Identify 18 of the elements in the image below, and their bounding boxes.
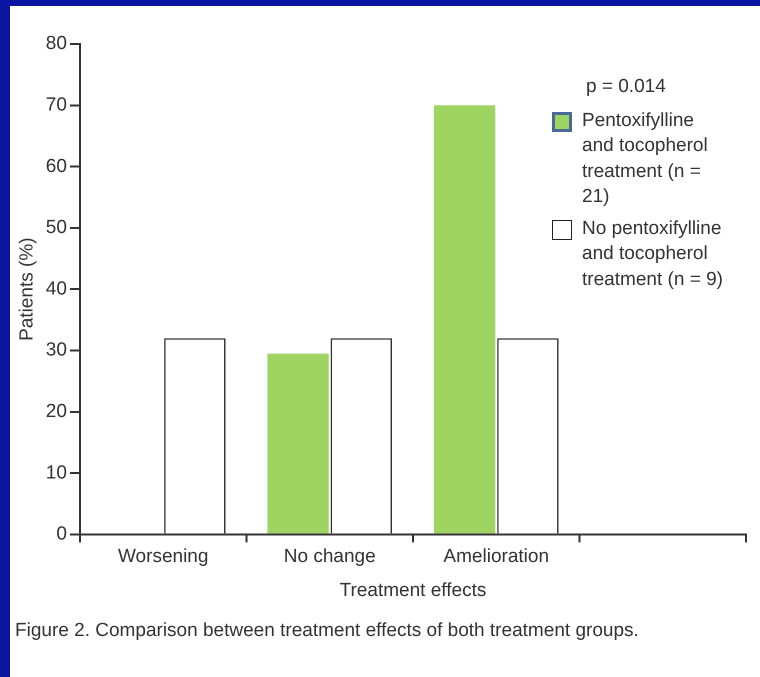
x-tick-label: Amelioration xyxy=(443,546,550,568)
x-tick-label: No change xyxy=(284,546,376,568)
y-tick-label: 20 xyxy=(46,401,67,422)
y-tick-label: 60 xyxy=(46,156,67,177)
text: No pentoxifylline and tocopherol treatment (n = 9) xyxy=(582,216,724,292)
y-tick-label: 70 xyxy=(46,94,67,116)
y-tick-label: 50 xyxy=(46,217,67,238)
y-tick-label: 80 xyxy=(46,33,67,54)
x-tick-label: Worsening xyxy=(118,546,208,568)
y-axis-title: Patients (%) xyxy=(16,237,38,341)
y-tick-label: 40 xyxy=(46,278,67,300)
y-tick-label: 10 xyxy=(46,462,67,484)
y-tick-label: 30 xyxy=(46,340,67,361)
x-axis-title: Treatment effects xyxy=(340,580,486,601)
y-tick-label: 0 xyxy=(56,524,67,545)
annotation: p = 0.014 xyxy=(586,75,667,99)
legend-label: Pentoxifylline and tocopherol treatment (n = 21) xyxy=(582,108,709,209)
caption: Figure 2. Comparison between treatment effects of both treatment groups. xyxy=(15,619,640,643)
